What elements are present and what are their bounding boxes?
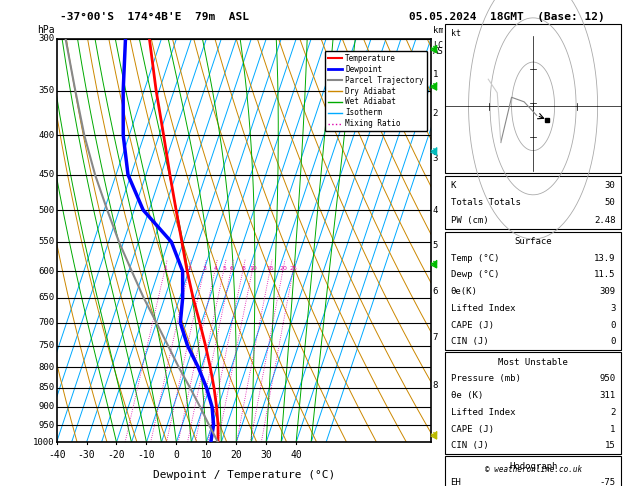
Text: 2: 2: [610, 408, 616, 417]
Text: 3: 3: [203, 266, 206, 271]
Text: Most Unstable: Most Unstable: [498, 358, 568, 366]
Text: 3: 3: [433, 154, 438, 163]
Text: -37°00'S  174°4B'E  79m  ASL: -37°00'S 174°4B'E 79m ASL: [60, 12, 248, 22]
Text: 20: 20: [230, 451, 242, 460]
Text: km: km: [433, 26, 443, 35]
Text: 15: 15: [605, 441, 616, 450]
Text: -20: -20: [108, 451, 125, 460]
Bar: [445, 352, 621, 454]
Text: 4: 4: [433, 206, 438, 214]
Bar: [445, 24, 621, 174]
Text: 450: 450: [38, 170, 55, 179]
Text: 1: 1: [610, 425, 616, 434]
Text: LCL: LCL: [433, 41, 448, 50]
Text: 550: 550: [38, 238, 55, 246]
Text: 8: 8: [433, 382, 438, 390]
Text: hPa: hPa: [37, 25, 55, 35]
Text: 20: 20: [279, 266, 287, 271]
Text: Lifted Index: Lifted Index: [450, 304, 515, 313]
Text: 8: 8: [242, 266, 245, 271]
Text: 750: 750: [38, 341, 55, 350]
Text: EH: EH: [450, 478, 461, 486]
Text: Dewp (°C): Dewp (°C): [450, 270, 499, 279]
Text: 350: 350: [38, 86, 55, 95]
Text: θe (K): θe (K): [450, 391, 483, 400]
Text: CAPE (J): CAPE (J): [450, 321, 494, 330]
Text: 1000: 1000: [33, 438, 55, 447]
Text: 650: 650: [38, 294, 55, 302]
Text: 10: 10: [201, 451, 212, 460]
Text: 900: 900: [38, 402, 55, 412]
Text: Dewpoint / Temperature (°C): Dewpoint / Temperature (°C): [153, 470, 335, 481]
Text: 800: 800: [38, 363, 55, 372]
Text: 1: 1: [164, 266, 167, 271]
Text: Mixing Ratio (g/kg): Mixing Ratio (g/kg): [475, 193, 484, 288]
Text: 30: 30: [605, 181, 616, 190]
Text: 11.5: 11.5: [594, 270, 616, 279]
Text: CIN (J): CIN (J): [450, 337, 488, 347]
Text: Temp (°C): Temp (°C): [450, 254, 499, 263]
Text: © weatheronline.co.uk: © weatheronline.co.uk: [484, 465, 582, 474]
Text: 6: 6: [230, 266, 233, 271]
Text: 5: 5: [433, 241, 438, 250]
Text: kt: kt: [450, 29, 460, 38]
Text: -40: -40: [48, 451, 65, 460]
Text: 600: 600: [38, 267, 55, 276]
Text: 5: 5: [222, 266, 226, 271]
Text: 13.9: 13.9: [594, 254, 616, 263]
Text: PW (cm): PW (cm): [450, 215, 488, 225]
Text: Totals Totals: Totals Totals: [450, 198, 520, 208]
Text: 2: 2: [433, 109, 438, 118]
Text: 25: 25: [289, 266, 298, 271]
Text: -30: -30: [78, 451, 96, 460]
Text: 30: 30: [260, 451, 272, 460]
Text: 10: 10: [249, 266, 257, 271]
Text: 7: 7: [433, 333, 438, 342]
Text: 2: 2: [187, 266, 191, 271]
Text: θe(K): θe(K): [450, 287, 477, 296]
Text: 2.48: 2.48: [594, 215, 616, 225]
Text: ASL: ASL: [433, 47, 449, 56]
Text: CAPE (J): CAPE (J): [450, 425, 494, 434]
Text: 3: 3: [610, 304, 616, 313]
Text: 40: 40: [290, 451, 302, 460]
Text: 950: 950: [599, 374, 616, 383]
Text: 0: 0: [174, 451, 179, 460]
Text: Lifted Index: Lifted Index: [450, 408, 515, 417]
Text: 0: 0: [610, 337, 616, 347]
Text: 0: 0: [610, 321, 616, 330]
Bar: [445, 456, 621, 486]
Text: 6: 6: [433, 287, 438, 296]
Text: 4: 4: [213, 266, 218, 271]
Text: 400: 400: [38, 131, 55, 140]
Bar: [445, 176, 621, 229]
Text: 950: 950: [38, 420, 55, 430]
Text: 50: 50: [605, 198, 616, 208]
Text: 850: 850: [38, 383, 55, 392]
Text: 300: 300: [38, 35, 55, 43]
Text: CIN (J): CIN (J): [450, 441, 488, 450]
Text: 311: 311: [599, 391, 616, 400]
Text: -75: -75: [599, 478, 616, 486]
Text: 700: 700: [38, 318, 55, 327]
Legend: Temperature, Dewpoint, Parcel Trajectory, Dry Adiabat, Wet Adiabat, Isotherm, Mi: Temperature, Dewpoint, Parcel Trajectory…: [325, 51, 427, 131]
Text: Pressure (mb): Pressure (mb): [450, 374, 520, 383]
Text: Surface: Surface: [515, 237, 552, 246]
Text: 15: 15: [267, 266, 274, 271]
Text: Hodograph: Hodograph: [509, 462, 557, 470]
Text: 309: 309: [599, 287, 616, 296]
Text: 1: 1: [433, 69, 438, 79]
Text: 500: 500: [38, 206, 55, 214]
Bar: [445, 232, 621, 350]
Text: K: K: [450, 181, 456, 190]
Text: 05.05.2024  18GMT  (Base: 12): 05.05.2024 18GMT (Base: 12): [409, 12, 604, 22]
Text: -10: -10: [138, 451, 155, 460]
